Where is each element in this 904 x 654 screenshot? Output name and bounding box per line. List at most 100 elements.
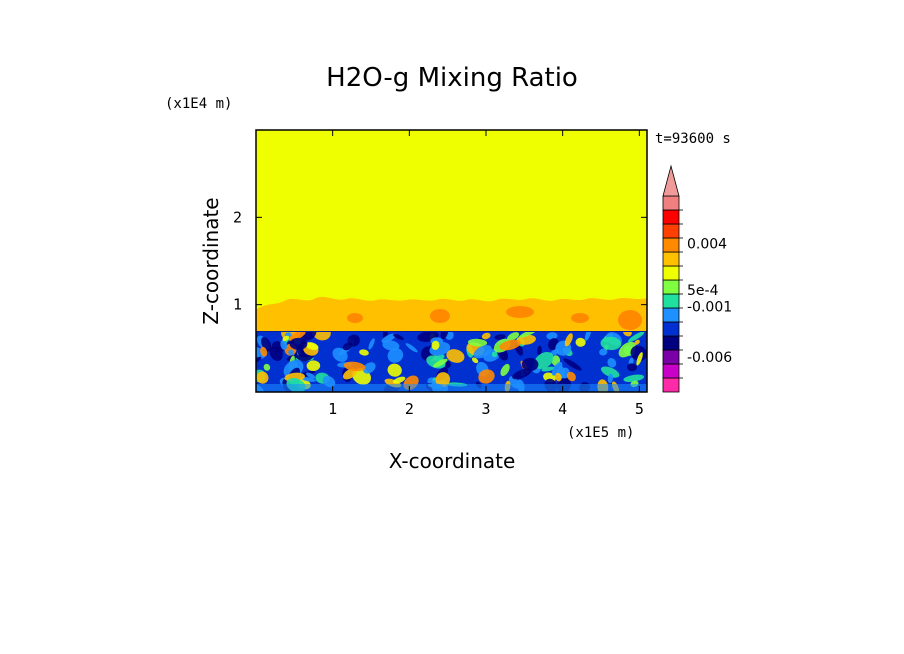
mixed-layer-cell bbox=[289, 337, 308, 350]
mixed-layer-cell bbox=[494, 334, 506, 340]
mixed-layer-cell bbox=[546, 332, 558, 340]
mixed-layer-cell bbox=[519, 331, 538, 338]
x-tick-label: 3 bbox=[481, 400, 490, 418]
mixed-layer-cell bbox=[282, 335, 290, 342]
mixed-layer-cell bbox=[607, 358, 617, 368]
y-scale-label: (x1E4 m) bbox=[165, 96, 232, 112]
mixed-layer-cell bbox=[347, 334, 360, 347]
mixed-layer-cell bbox=[432, 358, 448, 368]
mixed-layer-cell bbox=[550, 349, 559, 356]
mixed-layer-cell bbox=[431, 340, 440, 350]
mixed-layer-cell bbox=[507, 332, 520, 341]
transition-hotspot bbox=[506, 306, 534, 318]
mixed-layer-cell bbox=[467, 338, 488, 347]
mixed-layer-cell bbox=[566, 371, 576, 382]
mixed-layer-cell bbox=[601, 366, 620, 378]
colorbar bbox=[662, 164, 683, 393]
mixed-layer-cell bbox=[387, 363, 402, 377]
x-tick-label: 5 bbox=[635, 400, 644, 418]
colorbar-level bbox=[662, 321, 680, 337]
transition-hotspot bbox=[430, 309, 450, 323]
mixed-layer-cell bbox=[537, 345, 542, 356]
mixed-layer-cell bbox=[622, 331, 632, 337]
mixed-layer-cell bbox=[575, 337, 586, 347]
mixed-layer-cell bbox=[393, 333, 404, 341]
colorbar-level bbox=[662, 335, 680, 351]
x-axis-ticks: 1 2 3 4 5 bbox=[328, 130, 644, 418]
mixed-layer-cell bbox=[440, 331, 449, 340]
mixed-layer-cell bbox=[521, 357, 539, 372]
mixed-layer-cell bbox=[446, 349, 465, 363]
mixed-layer-cell bbox=[563, 358, 582, 371]
chart-title: H2O-g Mixing Ratio bbox=[326, 63, 578, 93]
mixed-layer-cell bbox=[288, 331, 306, 342]
colorbar-level bbox=[662, 349, 680, 365]
colorbar-level bbox=[662, 363, 680, 379]
mixed-layer-cell bbox=[393, 376, 406, 384]
transition-hotspot bbox=[347, 313, 363, 323]
mixed-layer-cell bbox=[491, 351, 498, 358]
colorbar-level bbox=[662, 293, 680, 309]
colorbar-level bbox=[662, 279, 680, 295]
mixed-layer-cell bbox=[343, 361, 366, 372]
field-plot bbox=[256, 130, 647, 392]
plot-frame bbox=[255, 129, 648, 393]
mixed-layer-cell bbox=[280, 339, 288, 350]
x-axis-label: X-coordinate bbox=[389, 449, 516, 473]
y-tick-label: 2 bbox=[233, 208, 242, 226]
mixed-layer-cell bbox=[263, 363, 271, 371]
y-tick-label: 1 bbox=[233, 296, 242, 314]
colorbar-label: 0.004 bbox=[687, 237, 727, 253]
colorbar-level bbox=[662, 195, 680, 211]
mixed-layer-cell bbox=[435, 372, 451, 388]
colorbar-level bbox=[662, 223, 680, 239]
colorbar-level bbox=[662, 307, 680, 323]
mixed-layer-cell bbox=[359, 349, 369, 356]
mixed-layer-cell bbox=[630, 345, 647, 362]
y-axis-ticks: 12 bbox=[233, 208, 647, 314]
mixed-layer-cell bbox=[584, 331, 592, 341]
mixed-layer-cell bbox=[368, 338, 375, 350]
mixed-layer-cell bbox=[599, 348, 608, 356]
mixed-layer-cell bbox=[534, 351, 554, 370]
colorbar-extend-arrow bbox=[662, 164, 680, 197]
transition-hotspot bbox=[571, 313, 589, 323]
mixed-layer-cell bbox=[636, 352, 643, 366]
mixed-layer-cell bbox=[628, 331, 645, 343]
surface-band bbox=[256, 384, 647, 392]
colorbar-label: -0.006 bbox=[687, 350, 732, 366]
mixed-layer-cell bbox=[300, 376, 317, 382]
mixed-layer-cell bbox=[300, 331, 317, 341]
time-label: t=93600 s bbox=[655, 131, 731, 147]
x-scale-label: (x1E5 m) bbox=[567, 425, 634, 441]
mixed-layer-cell bbox=[305, 342, 319, 351]
mixed-layer-cell bbox=[555, 372, 562, 382]
mixed-layer-cell bbox=[342, 368, 357, 380]
mixed-layer-cell bbox=[607, 373, 614, 384]
mixed-layer-cell bbox=[288, 349, 294, 356]
colorbar-label: 5e-4 bbox=[687, 283, 719, 299]
mixed-layer-cell bbox=[478, 369, 495, 384]
y-axis-label: Z-coordinate bbox=[199, 197, 223, 324]
mixed-layer-cell bbox=[512, 368, 532, 380]
mixed-layer-cell bbox=[306, 360, 321, 372]
mixed-layer-cell bbox=[623, 374, 644, 383]
mixed-layer-cell bbox=[387, 348, 404, 363]
mixed-layer-cell bbox=[500, 363, 510, 377]
mixed-layer-cell bbox=[627, 363, 637, 372]
colorbar-level bbox=[662, 377, 680, 393]
mixed-layer-cell bbox=[499, 339, 521, 351]
mixed-layer-cell bbox=[381, 333, 397, 343]
mixed-layer-cell bbox=[551, 361, 563, 376]
mixed-layer-cell bbox=[634, 339, 640, 345]
mixed-layer-cell bbox=[306, 372, 316, 379]
mixed-layer-cell bbox=[481, 332, 491, 340]
mixed-layer-cell bbox=[363, 362, 376, 374]
mixed-layer-cell bbox=[311, 331, 331, 341]
x-tick-label: 1 bbox=[328, 400, 337, 418]
mixed-layer-cell bbox=[382, 340, 400, 351]
colorbar-level bbox=[662, 237, 680, 253]
mixed-layer-cell bbox=[444, 361, 451, 368]
